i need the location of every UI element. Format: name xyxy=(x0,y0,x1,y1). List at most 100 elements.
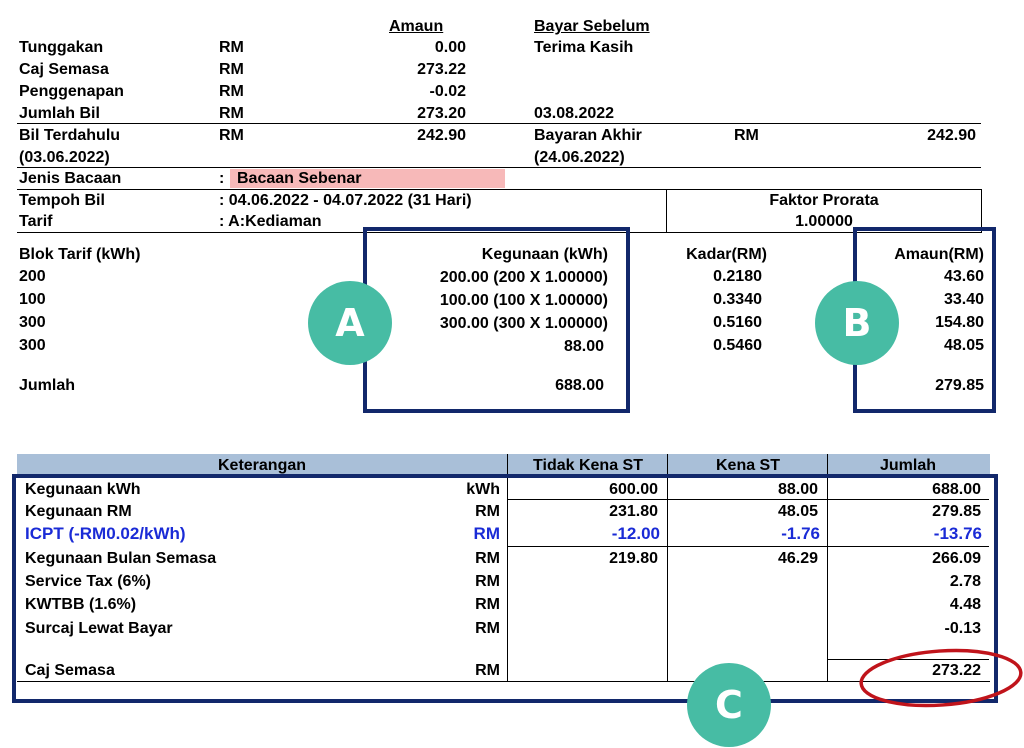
summary-row-st: 48.05 xyxy=(777,503,818,520)
arrears-amount: 0.00 xyxy=(434,39,466,56)
annotation-box-c xyxy=(12,474,998,703)
last-payment-currency: RM xyxy=(734,127,759,144)
last-payment-date: (24.06.2022) xyxy=(534,149,625,166)
block-rate: 0.5460 xyxy=(713,337,762,354)
rate-header: Kadar(RM) xyxy=(686,246,767,263)
period-label: Tempoh Bil xyxy=(19,192,105,209)
period-value: : 04.06.2022 - 04.07.2022 (31 Hari) xyxy=(219,192,472,209)
current-charge-label: Caj Semasa xyxy=(19,61,109,78)
summary-row-label: Kegunaan RM xyxy=(25,503,132,520)
divider xyxy=(17,123,981,124)
block-header: Blok Tarif (kWh) xyxy=(19,246,141,263)
annotation-box-a xyxy=(363,227,630,413)
summary-header-st: Kena ST xyxy=(715,457,780,474)
divider xyxy=(17,189,981,190)
reading-type-value: Bacaan Sebenar xyxy=(237,170,362,187)
summary-row-st: 88.00 xyxy=(777,481,818,498)
divider xyxy=(666,189,667,232)
pay-before-header: Bayar Sebelum xyxy=(534,18,650,35)
arrears-label: Tunggakan xyxy=(19,39,104,56)
block-rate: 0.3340 xyxy=(713,291,762,308)
prev-bill-amount: 242.90 xyxy=(417,127,466,144)
summary-row-total: 266.09 xyxy=(932,550,981,567)
last-payment-label: Bayaran Akhir xyxy=(534,127,642,144)
total-bill-currency: RM xyxy=(219,105,244,122)
amount-header: Amaun(RM) xyxy=(894,246,984,263)
prev-bill-label: Bil Terdahulu xyxy=(19,127,121,144)
blocks-total-label: Jumlah xyxy=(19,377,76,394)
summary-row-st: 46.29 xyxy=(777,550,818,567)
block-rate: 0.2180 xyxy=(713,268,762,285)
divider xyxy=(827,454,828,682)
block-amount: 33.40 xyxy=(943,291,984,308)
reading-type-label: Jenis Bacaan xyxy=(19,170,122,187)
summary-row-total: -0.13 xyxy=(944,620,981,637)
current-charge-currency: RM xyxy=(219,61,244,78)
arrears-currency: RM xyxy=(219,39,244,56)
summary-row-label: Kegunaan kWh xyxy=(25,481,141,498)
tarif-value: : A:Kediaman xyxy=(219,213,322,230)
divider xyxy=(667,454,668,682)
summary-row-total: 2.78 xyxy=(949,573,981,590)
tarif-label: Tarif xyxy=(19,213,53,230)
block-amount: 43.60 xyxy=(943,268,984,285)
blocks-total-amount: 279.85 xyxy=(935,377,984,394)
current-charge-amount: 273.22 xyxy=(417,61,466,78)
summary-row-no-st: 600.00 xyxy=(609,481,658,498)
divider xyxy=(17,167,981,168)
prorata-label: Faktor Prorata xyxy=(769,192,879,209)
divider xyxy=(981,189,982,232)
rounding-currency: RM xyxy=(219,83,244,100)
divider xyxy=(827,659,989,660)
summary-header-no-st: Tidak Kena ST xyxy=(533,457,643,474)
block-amount: 154.80 xyxy=(935,314,984,331)
divider xyxy=(17,232,982,233)
due-date: 03.08.2022 xyxy=(534,105,615,122)
badge-c: C xyxy=(687,663,771,747)
total-bill-label: Jumlah Bil xyxy=(19,105,100,122)
total-bill-amount: 273.20 xyxy=(417,105,466,122)
block-tier: 100 xyxy=(19,291,46,308)
summary-row-no-st: 231.80 xyxy=(609,503,658,520)
summary-row-unit: kWh xyxy=(466,481,500,498)
amount-header: Amaun xyxy=(389,18,444,35)
rounding-label: Penggenapan xyxy=(19,83,124,100)
block-tier: 200 xyxy=(19,268,46,285)
summary-row-unit: RM xyxy=(475,550,500,567)
block-tier: 300 xyxy=(19,337,46,354)
summary-row-unit: RM xyxy=(475,620,500,637)
summary-row-unit: RM xyxy=(475,573,500,590)
summary-row-label: Service Tax (6%) xyxy=(25,573,151,590)
summary-row-unit: RM xyxy=(475,662,500,679)
divider xyxy=(507,546,989,547)
summary-row-no-st: 219.80 xyxy=(609,550,658,567)
icpt-unit: RM xyxy=(473,524,500,543)
rounding-amount: -0.02 xyxy=(429,83,466,100)
icpt-total: -13.76 xyxy=(933,524,982,543)
summary-row-label: Caj Semasa xyxy=(25,662,115,679)
current-charge-total: 273.22 xyxy=(932,662,981,679)
block-amount: 48.05 xyxy=(943,337,984,354)
summary-row-total: 4.48 xyxy=(949,596,981,613)
blocks-total-usage: 688.00 xyxy=(555,377,604,394)
summary-row-total: 688.00 xyxy=(932,481,981,498)
summary-row-unit: RM xyxy=(475,503,500,520)
summary-row-label: KWTBB (1.6%) xyxy=(25,596,137,613)
reading-type-colon: : xyxy=(219,170,225,187)
summary-header-total: Jumlah xyxy=(879,457,936,474)
icpt-label: ICPT (-RM0.02/kWh) xyxy=(25,524,186,543)
summary-header-desc: Keterangan xyxy=(217,457,307,474)
summary-row-label: Kegunaan Bulan Semasa xyxy=(25,550,217,567)
prorata-value: 1.00000 xyxy=(795,213,853,230)
divider xyxy=(507,499,989,500)
divider xyxy=(17,681,990,682)
divider xyxy=(507,454,508,682)
summary-header-band xyxy=(17,454,990,476)
block-usage: 200.00 (200 X 1.00000) xyxy=(439,269,608,286)
block-rate: 0.5160 xyxy=(713,314,762,331)
block-usage: 88.00 xyxy=(563,338,604,355)
highlight-circle xyxy=(859,648,1023,708)
prev-bill-currency: RM xyxy=(219,127,244,144)
summary-row-unit: RM xyxy=(475,596,500,613)
icpt-no-st: -12.00 xyxy=(611,524,660,543)
